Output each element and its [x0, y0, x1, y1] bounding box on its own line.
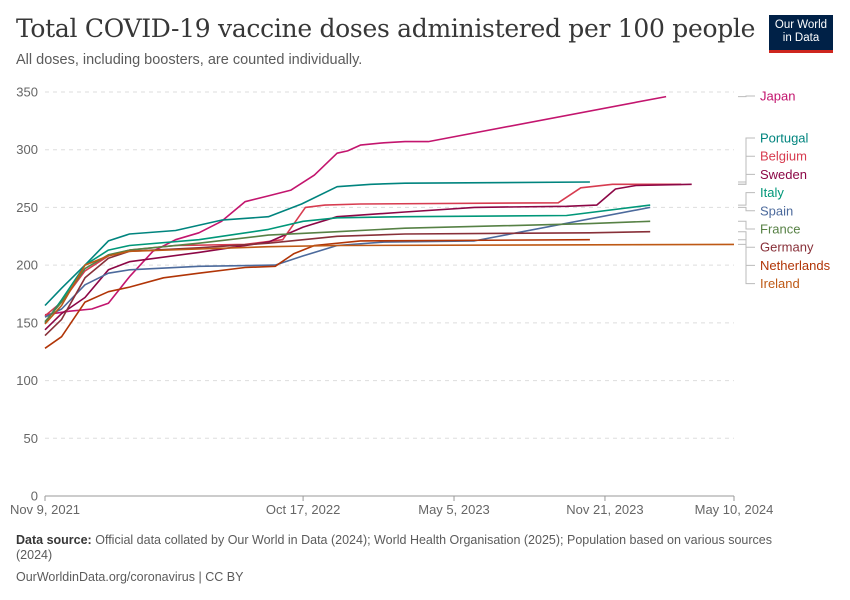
- legend-connector: [738, 243, 755, 285]
- legend-label-sweden: Sweden: [760, 167, 807, 182]
- legend-connector: [738, 192, 755, 206]
- series-line-belgium: [44, 183, 682, 317]
- legend-connector: [738, 206, 755, 212]
- legend-connector: [738, 220, 755, 230]
- y-tick-label: 50: [24, 431, 38, 446]
- legend-label-belgium: Belgium: [760, 149, 807, 164]
- logo-line-1: Our World: [774, 19, 828, 31]
- data-source-note: Data source: Official data collated by O…: [16, 533, 806, 563]
- chart-title: Total COVID-19 vaccine doses administere…: [16, 14, 756, 43]
- series-line-spain: [44, 206, 651, 318]
- series-line-sweden: [44, 183, 692, 331]
- chart-subtitle: All doses, including boosters, are count…: [16, 52, 363, 68]
- y-tick-label: 350: [16, 85, 38, 100]
- series-line-japan: [44, 95, 667, 316]
- legend-connector: [738, 173, 755, 185]
- x-tick-label: Nov 21, 2023: [566, 502, 643, 517]
- legend-label-ireland: Ireland: [760, 276, 800, 291]
- legend-label-italy: Italy: [760, 185, 784, 200]
- data-source-text: Official data collated by Our World in D…: [16, 533, 772, 562]
- legend-label-netherlands: Netherlands: [760, 258, 831, 273]
- x-tick-label: May 10, 2024: [695, 502, 774, 517]
- credit-line[interactable]: OurWorldinData.org/coronavirus | CC BY: [16, 570, 244, 584]
- legend-connector: [738, 95, 755, 98]
- y-tick-label: 300: [16, 142, 38, 157]
- legend-label-germany: Germany: [760, 240, 814, 255]
- series-line-netherlands: [44, 238, 590, 349]
- logo-line-2: in Data: [782, 32, 820, 44]
- legend-label-france: France: [760, 222, 800, 237]
- x-tick-label: Nov 9, 2021: [10, 502, 80, 517]
- x-tick-label: May 5, 2023: [418, 502, 490, 517]
- y-tick-label: 150: [16, 315, 38, 330]
- legend-label-japan: Japan: [760, 89, 795, 104]
- line-chart: 0 50 100 150 200 250 300 350 Nov 9, 2021 Oct 17, …: [10, 85, 831, 518]
- series-line-italy: [44, 204, 651, 324]
- owid-logo[interactable]: Our World in Data: [769, 15, 833, 53]
- legend-label-portugal: Portugal: [760, 131, 809, 146]
- y-tick-label: 100: [16, 373, 38, 388]
- y-tick-label: 200: [16, 258, 38, 273]
- y-tick-label: 0: [31, 489, 38, 504]
- series-line-germany: [44, 230, 651, 337]
- data-source-label: Data source:: [16, 533, 92, 547]
- series-line-ireland: [44, 243, 735, 325]
- legend-label-spain: Spain: [760, 203, 793, 218]
- x-tick-label: Oct 17, 2022: [266, 502, 340, 517]
- y-tick-label: 250: [16, 200, 38, 215]
